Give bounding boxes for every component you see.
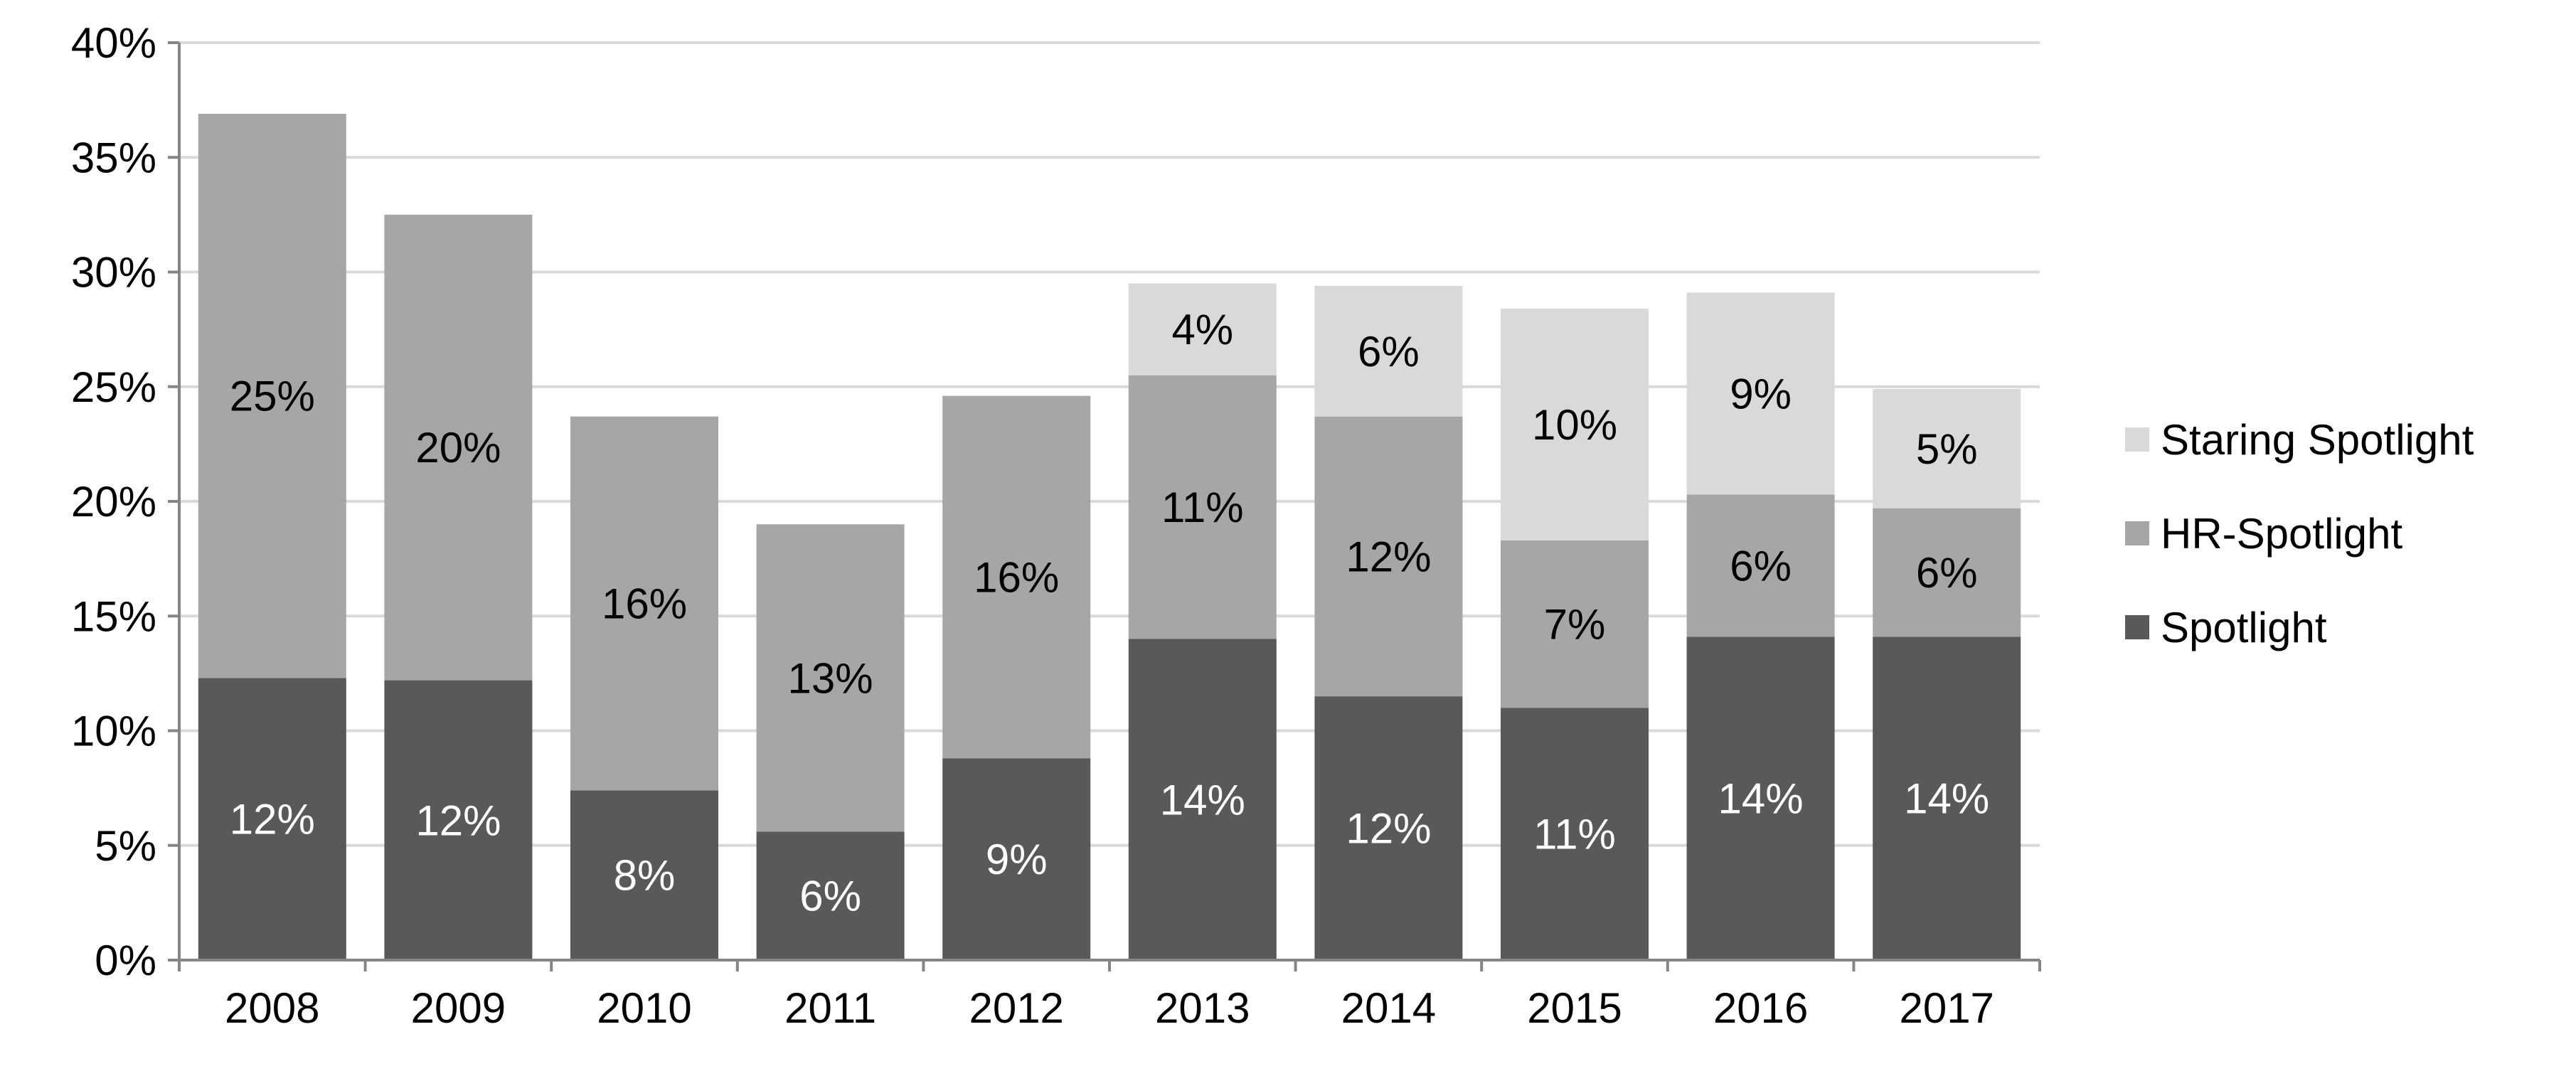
x-tick-label: 2013 [1155, 984, 1250, 1032]
bar-segment-hr-spotlight [942, 395, 1091, 759]
data-label: 9% [986, 836, 1048, 883]
legend-swatch [2125, 615, 2149, 639]
bar-segment-hr-spotlight [1686, 494, 1835, 637]
bar-segment-staring-spotlight [1128, 283, 1277, 375]
data-label: 13% [788, 654, 873, 702]
y-tick-label: 40% [71, 19, 156, 67]
legend: Staring Spotlight HR-Spotlight Spotlight [2125, 416, 2474, 651]
bar-segment-hr-spotlight [384, 214, 533, 681]
y-tick-label: 5% [95, 822, 156, 870]
x-tick-label: 2008 [225, 984, 319, 1032]
data-label: 16% [974, 553, 1059, 601]
x-tick-label: 2017 [1899, 984, 1994, 1032]
legend-swatch [2125, 521, 2149, 545]
data-label: 7% [1544, 601, 1606, 649]
bar-segment-spotlight [756, 831, 905, 960]
bar-segment-spotlight [570, 790, 718, 960]
bar-segment-spotlight [384, 680, 533, 960]
x-tick-label: 2014 [1341, 984, 1436, 1032]
axes: 0% 5% 10% 15% 20% 25% 30% 35% 40% 2008 2009 2010 201… [71, 19, 2041, 1032]
bar-segment-spotlight [942, 758, 1091, 960]
bar-segment-spotlight [1501, 708, 1649, 960]
data-label: 10% [1532, 401, 1617, 449]
data-label: 20% [415, 424, 501, 472]
data-label: 16% [602, 580, 687, 628]
x-tick-label: 2016 [1713, 984, 1808, 1032]
bar-segment-hr-spotlight [1873, 508, 2021, 637]
x-tick-label: 2011 [784, 984, 876, 1032]
data-label: 11% [1161, 484, 1244, 531]
bar-segment-hr-spotlight [570, 416, 718, 791]
legend-label: Spotlight [2161, 604, 2327, 651]
data-label: 14% [1718, 775, 1804, 823]
y-tick-label: 35% [71, 134, 156, 181]
bar-segment-staring-spotlight [1873, 388, 2021, 508]
data-label: 12% [230, 796, 315, 843]
bar-segment-hr-spotlight [756, 524, 905, 832]
bars [198, 113, 2021, 960]
y-tick-label: 15% [71, 592, 156, 640]
data-label: 5% [1916, 425, 1978, 473]
y-tick-label: 30% [71, 249, 156, 297]
data-label: 12% [1346, 805, 1431, 853]
data-label: 6% [799, 873, 861, 920]
x-tick-label: 2009 [411, 984, 506, 1032]
legend-swatch [2125, 427, 2149, 452]
data-label: 6% [1358, 328, 1420, 375]
data-label: 11% [1533, 811, 1616, 858]
data-label: 12% [415, 797, 501, 844]
data-label: 9% [1730, 370, 1792, 417]
data-label: 6% [1916, 549, 1978, 597]
data-label: 25% [230, 373, 315, 420]
x-tick-label: 2012 [969, 984, 1063, 1032]
bar-segment-hr-spotlight [1314, 416, 1463, 697]
bar-segment-spotlight [198, 678, 346, 960]
y-tick-label: 25% [71, 363, 156, 411]
data-label: 4% [1171, 306, 1233, 353]
y-tick-label: 20% [71, 478, 156, 526]
legend-label: Staring Spotlight [2161, 416, 2474, 464]
bar-segment-staring-spotlight [1501, 309, 1649, 540]
x-tick-label: 2015 [1527, 984, 1622, 1032]
bar-segment-hr-spotlight [1501, 540, 1649, 708]
bar-segment-hr-spotlight [1128, 375, 1277, 639]
y-tick-label: 10% [71, 708, 156, 755]
data-label: 8% [614, 852, 676, 900]
bar-segment-spotlight [1873, 636, 2021, 960]
bar-segment-hr-spotlight [198, 113, 346, 678]
data-label: 6% [1730, 542, 1792, 590]
bar-segment-staring-spotlight [1314, 285, 1463, 417]
bar-segment-spotlight [1686, 636, 1835, 960]
data-label: 14% [1904, 775, 1989, 823]
x-tick-label: 2010 [597, 984, 691, 1032]
data-label: 14% [1160, 776, 1245, 824]
data-labels: 12% 25% 12% 20% 8% 16% 6% 13% 9% 16% 14% 11% 4% 12% 12… [230, 306, 1989, 920]
bar-segment-staring-spotlight [1686, 292, 1835, 495]
bar-segment-spotlight [1128, 639, 1277, 960]
y-tick-label: 0% [95, 937, 156, 984]
data-label: 12% [1346, 533, 1431, 580]
legend-label: HR-Spotlight [2161, 510, 2402, 558]
bar-segment-spotlight [1314, 696, 1463, 960]
